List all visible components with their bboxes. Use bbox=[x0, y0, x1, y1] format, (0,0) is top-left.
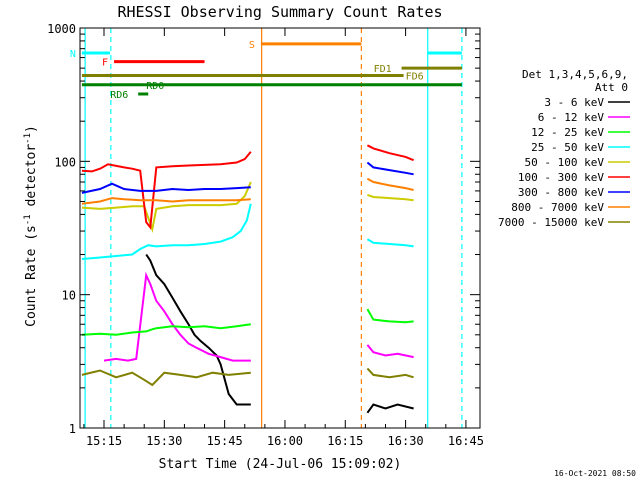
series-line-1-0 bbox=[103, 271, 251, 362]
flag-label-s: S bbox=[249, 40, 255, 51]
x-tick-label-5: 16:30 bbox=[388, 434, 424, 448]
legend-label-3: 25 - 50 keV bbox=[531, 141, 604, 154]
series-line-2-1 bbox=[366, 308, 414, 324]
series-line-3-0 bbox=[81, 203, 252, 260]
plot-frame bbox=[79, 27, 481, 429]
x-tick-label-4: 16:15 bbox=[327, 434, 363, 448]
timestamp: 16-Oct-2021 08:50 bbox=[554, 469, 636, 478]
series-line-7-0 bbox=[81, 197, 251, 205]
y-tick-label-0: 1 bbox=[69, 422, 76, 436]
series-line-6-1 bbox=[366, 161, 414, 176]
series-line-1-1 bbox=[366, 344, 414, 359]
x-tick-label-2: 15:45 bbox=[207, 434, 243, 448]
series-line-6-0 bbox=[81, 182, 251, 194]
y-axis-label: Count Rate (s-1 detector-1) bbox=[23, 125, 39, 327]
series-line-5-0 bbox=[81, 151, 252, 230]
legend-label-1: 6 - 12 keV bbox=[538, 111, 605, 124]
series-line-8-0 bbox=[81, 369, 251, 387]
series-line-7-1 bbox=[366, 177, 414, 191]
x-tick-label-0: 15:15 bbox=[86, 434, 122, 448]
legend-label-6: 300 - 800 keV bbox=[518, 186, 604, 199]
legend-label-2: 12 - 25 keV bbox=[531, 126, 604, 139]
legend-label-7: 800 - 7000 keV bbox=[511, 201, 604, 214]
legend-label-0: 3 - 6 keV bbox=[544, 96, 604, 109]
y-tick-label-2: 100 bbox=[54, 155, 76, 169]
flag-label-f: F bbox=[102, 58, 108, 69]
x-tick-label-1: 15:30 bbox=[146, 434, 182, 448]
flag-label-rd0: RD0 bbox=[146, 81, 164, 92]
series-line-0-1 bbox=[366, 403, 414, 414]
series-line-4-1 bbox=[367, 193, 414, 202]
flag-label-fd1: FD1 bbox=[374, 64, 392, 75]
series-line-8-1 bbox=[366, 367, 414, 379]
legend-label-4: 50 - 100 keV bbox=[525, 156, 605, 169]
chart-title: RHESSI Observing Summary Count Rates bbox=[117, 3, 442, 21]
series-line-2-0 bbox=[81, 323, 251, 336]
flag-label-rd6: RD6 bbox=[110, 90, 128, 101]
legend: Det 1,3,4,5,6,9,Att 0 3 - 6 keV 6 - 12 keV… bbox=[498, 68, 630, 229]
y-tick-label-1: 10 bbox=[62, 289, 76, 303]
y-tick-label-3: 1000 bbox=[47, 22, 76, 36]
legend-label-8: 7000 - 15000 keV bbox=[498, 216, 604, 229]
series-line-4-0 bbox=[81, 181, 252, 233]
legend-header-0: Det 1,3,4,5,6,9, bbox=[522, 68, 628, 81]
plot-area bbox=[80, 28, 480, 428]
legend-header-1: Att 0 bbox=[595, 81, 628, 94]
flag-label-fd6: FD6 bbox=[406, 72, 424, 83]
series-line-0-0 bbox=[145, 253, 251, 406]
x-tick-label-3: 16:00 bbox=[267, 434, 303, 448]
legend-label-5: 100 - 300 keV bbox=[518, 171, 604, 184]
x-axis-label: Start Time (24-Jul-06 15:09:02) bbox=[159, 457, 402, 472]
flag-label-n: N bbox=[70, 49, 76, 60]
series-line-5-1 bbox=[366, 144, 414, 162]
x-tick-label-6: 16:45 bbox=[448, 434, 484, 448]
series-line-3-1 bbox=[366, 238, 414, 248]
